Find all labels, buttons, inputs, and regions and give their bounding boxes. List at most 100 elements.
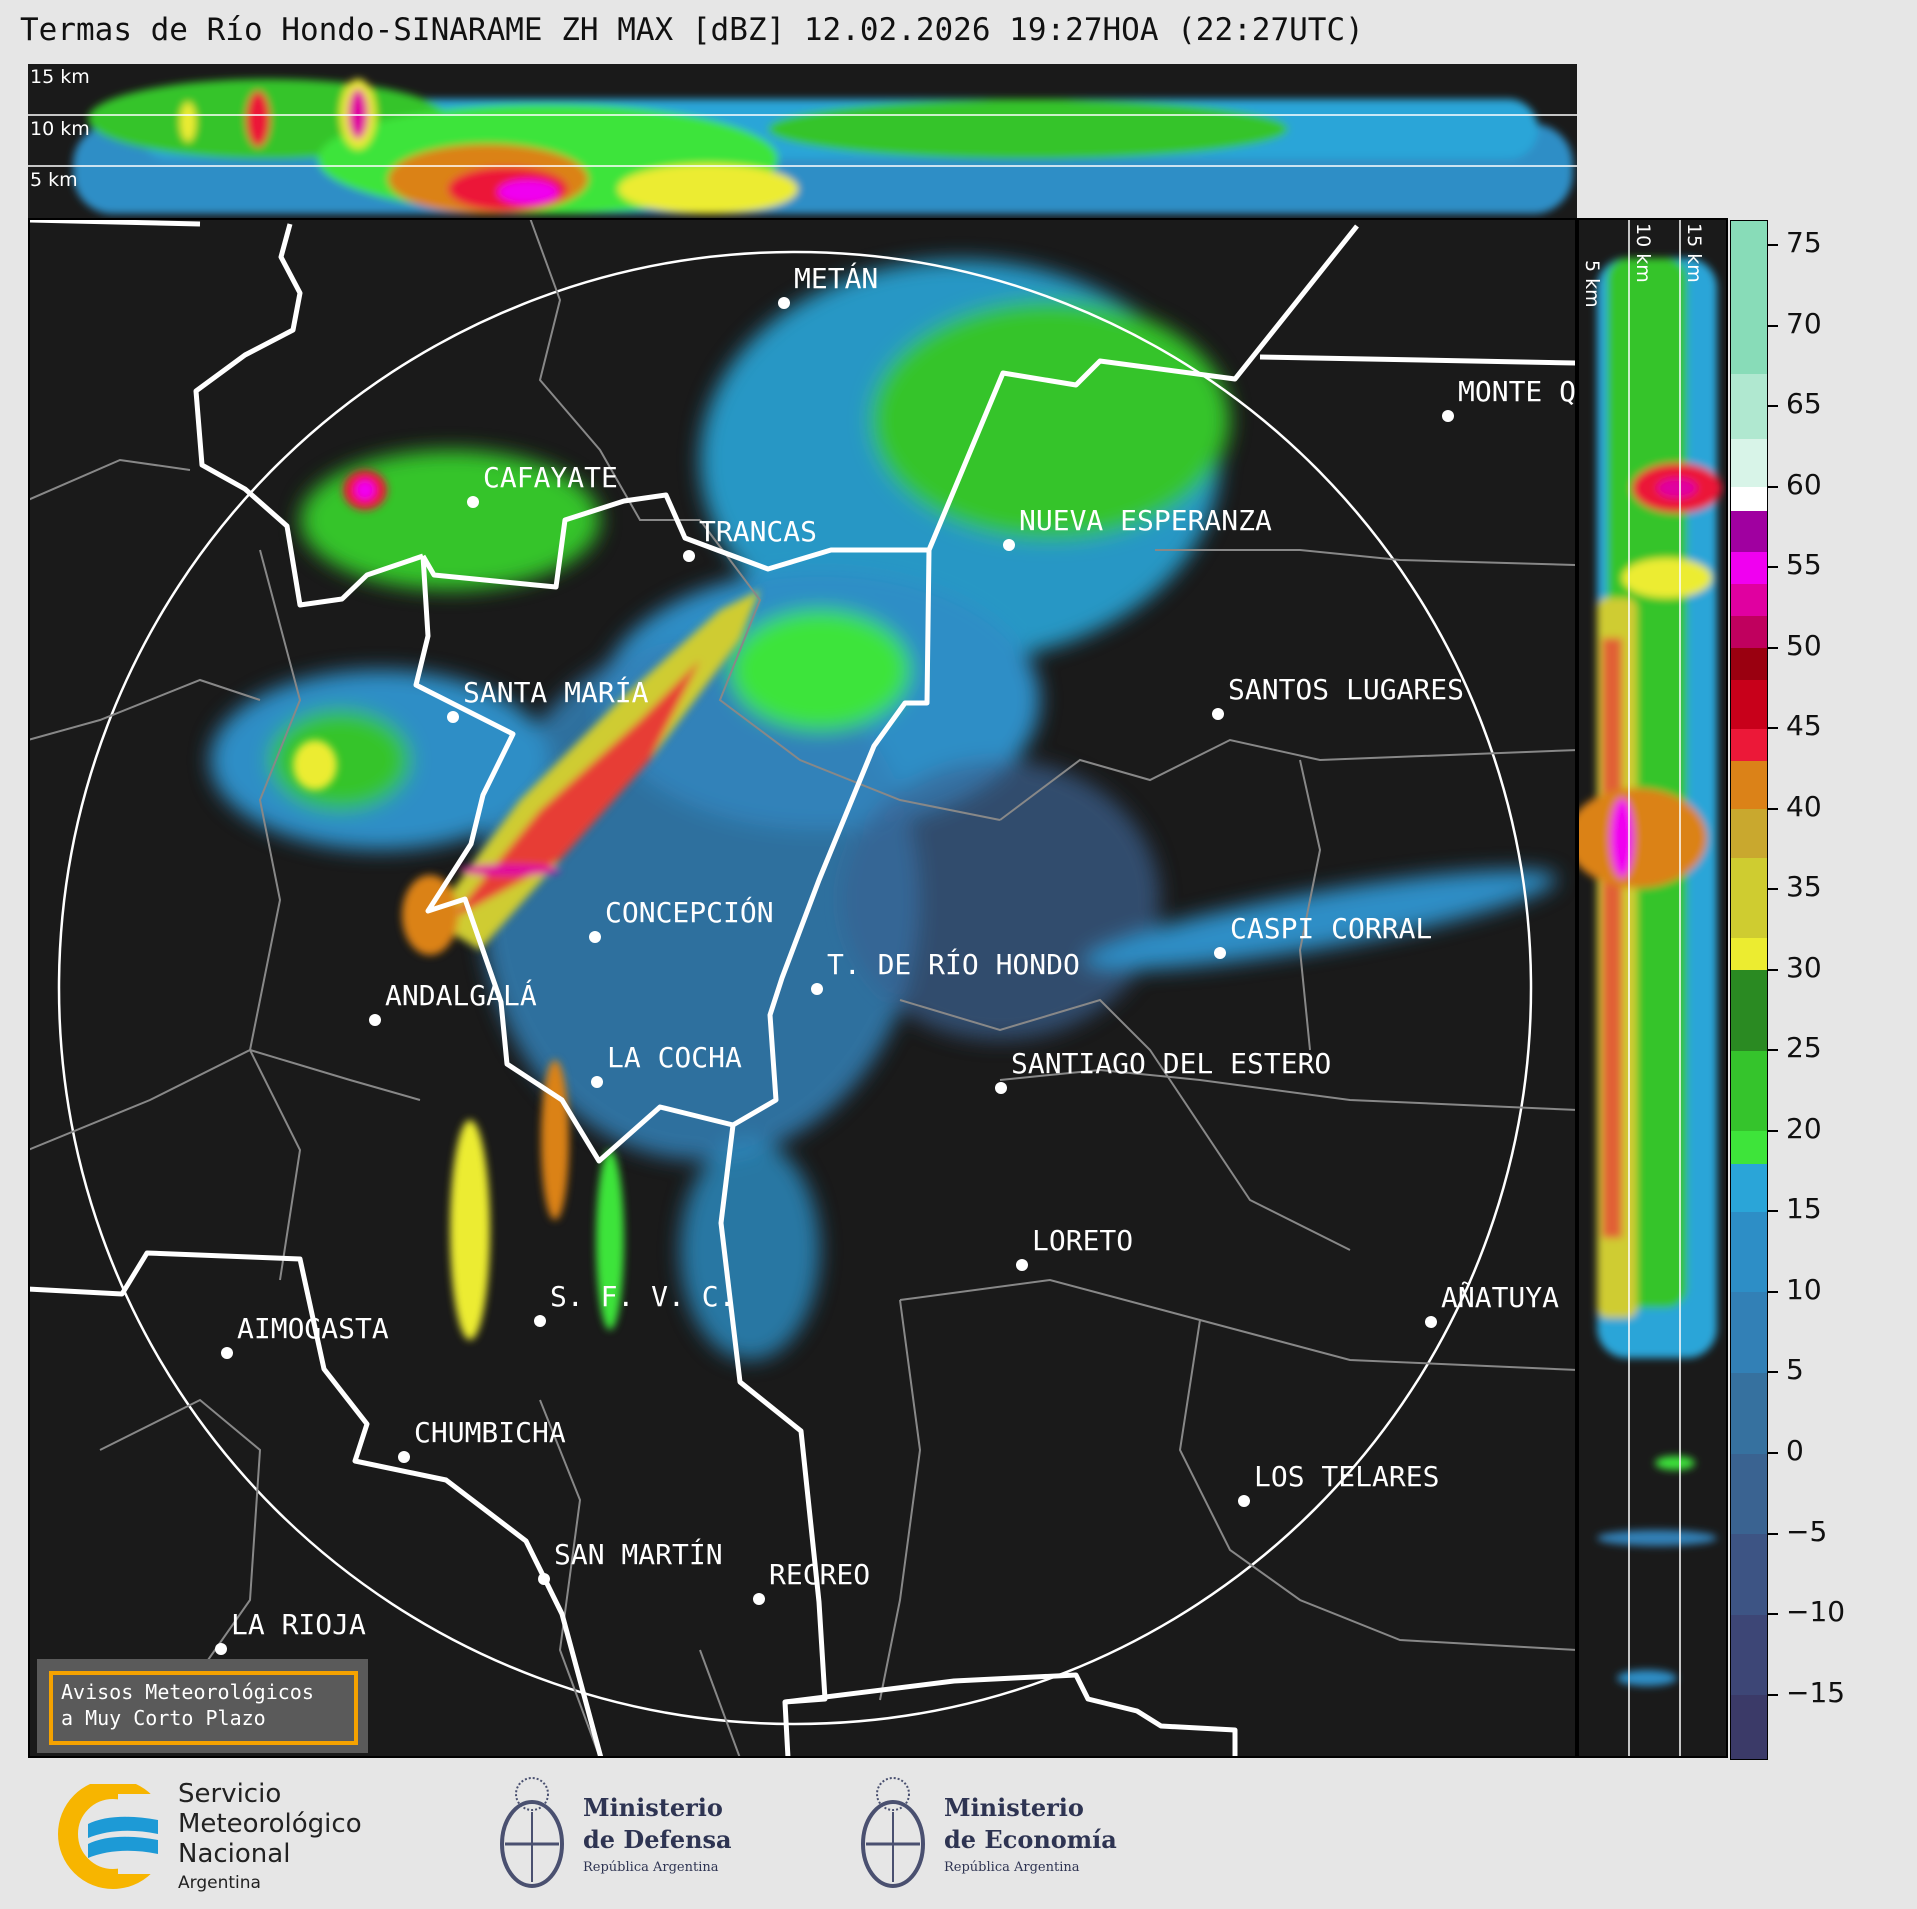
colorbar (1730, 220, 1768, 1760)
city-label: SANTOS LUGARES (1228, 673, 1465, 706)
colorbar-segment (1731, 486, 1767, 512)
colorbar-tick-label: −10 (1786, 1595, 1846, 1629)
warning-line-1: Avisos Meteorológicos (61, 1680, 314, 1704)
colorbar-segment (1731, 1211, 1767, 1293)
city-dot (591, 1076, 603, 1088)
colorbar-tick (1768, 1290, 1778, 1293)
colorbar-tick-label: 35 (1786, 870, 1822, 904)
colorbar-tick (1768, 1693, 1778, 1696)
radar-map[interactable]: METÁN CAFAYATE TRANCAS NUEVA ESPERANZA MONTE… (28, 218, 1577, 1758)
city-label: LA RIOJA (231, 1608, 366, 1641)
colorbar-tick-label: 20 (1786, 1111, 1822, 1145)
city-label: LOS TELARES (1254, 1460, 1440, 1493)
colorbar-tick (1768, 1532, 1778, 1535)
colorbar-segment (1731, 1533, 1767, 1615)
city-dot (215, 1643, 227, 1655)
city-label: S. F. V. C. (550, 1280, 736, 1313)
city-label: ANDALGALÁ (385, 979, 537, 1012)
colorbar-tick-label: 75 (1786, 226, 1822, 260)
city-label: SANTA MARÍA (463, 676, 649, 709)
defensa-line-1: Ministerio (583, 1793, 723, 1822)
city-dot (811, 983, 823, 995)
city-dot (369, 1014, 381, 1026)
colorbar-tick (1768, 1371, 1778, 1374)
city-label: CAFAYATE (483, 461, 618, 494)
city-dot (467, 496, 479, 508)
radar-range-ring (57, 250, 1533, 1726)
height-label-5km: 5 km (30, 169, 78, 191)
radar-echoes (210, 260, 1557, 1360)
radar-map-canvas (30, 220, 1575, 1756)
colorbar-segment (1731, 510, 1767, 552)
defensa-line-2: de Defensa (583, 1825, 732, 1854)
colorbar-tick-label: 70 (1786, 306, 1822, 340)
economia-line-2: de Economía (944, 1825, 1117, 1854)
top-cross-section-panel: 15 km 10 km 5 km (28, 64, 1577, 218)
colorbar-tick (1768, 1613, 1778, 1616)
city-label: CONCEPCIÓN (605, 896, 774, 929)
colorbar-tick-label: 30 (1786, 950, 1822, 984)
colorbar-tick-label: −5 (1786, 1514, 1828, 1548)
colorbar-tick (1768, 1210, 1778, 1213)
city-label: TRANCAS (699, 515, 818, 548)
smn-line-4: Argentina (178, 1873, 261, 1893)
top-cross-section-echoes (28, 79, 1577, 214)
national-shield-icon (500, 1777, 564, 1888)
city-dot (534, 1315, 546, 1327)
colorbar-tick-label: 25 (1786, 1031, 1822, 1065)
city-label: CASPI CORRAL (1230, 912, 1433, 945)
colorbar-segment (1731, 1614, 1767, 1696)
colorbar-tick (1768, 888, 1778, 891)
city-dot (778, 297, 790, 309)
colorbar-tick (1768, 1452, 1778, 1454)
city-label: CHUMBICHA (414, 1416, 566, 1449)
smn-line-1: Servicio (178, 1779, 282, 1809)
ministerio-economia-logo: Ministerio de Economía República Argenti… (856, 1772, 1117, 1897)
colorbar-tick (1768, 485, 1778, 488)
department-boundaries (30, 220, 1575, 1756)
convective-cores (293, 470, 760, 1340)
colorbar-segment (1731, 583, 1767, 617)
city-label: SAN MARTÍN (554, 1538, 723, 1571)
colorbar-segment (1731, 679, 1767, 729)
colorbar-segment (1731, 760, 1767, 810)
smn-line-3: Nacional (178, 1839, 291, 1869)
colorbar-segment (1731, 1163, 1767, 1212)
side-height-label-5km: 5 km (1581, 260, 1603, 308)
city-dot (683, 550, 695, 562)
city-dot (753, 1593, 765, 1605)
city-label: AIMOGASTA (237, 1312, 389, 1345)
city-label: NUEVA ESPERANZA (1019, 504, 1272, 537)
city-dot (398, 1451, 410, 1463)
colorbar-segment (1731, 438, 1767, 488)
warning-box-frame: Avisos Meteorológicos a Muy Corto Plazo (49, 1671, 358, 1745)
colorbar-segment (1731, 615, 1767, 649)
city-dot (1238, 1495, 1250, 1507)
city-label: LORETO (1032, 1224, 1134, 1257)
colorbar-segment (1731, 1291, 1767, 1373)
economia-line-3: República Argentina (944, 1860, 1080, 1875)
colorbar-tick-label: 55 (1786, 548, 1822, 582)
colorbar-segment (1731, 728, 1767, 761)
colorbar-segment (1731, 1453, 1767, 1535)
side-height-label-15km: 15 km (1683, 223, 1705, 283)
colorbar-tick-label: −15 (1786, 1675, 1846, 1709)
colorbar-tick-label: 5 (1786, 1353, 1804, 1387)
city-label: T. DE RÍO HONDO (827, 948, 1080, 981)
colorbar-tick-label: 50 (1786, 628, 1822, 662)
city-dot (1214, 947, 1226, 959)
defensa-line-3: República Argentina (583, 1860, 719, 1875)
city-dot (589, 931, 601, 943)
city-dot (1212, 708, 1224, 720)
colorbar-tick (1768, 244, 1778, 247)
colorbar-tick (1768, 566, 1778, 569)
smn-logo: Servicio Meteorológico Nacional Argentin… (58, 1780, 388, 1898)
side-cross-section-echoes (1579, 220, 1722, 1756)
province-boundaries (30, 220, 1575, 1756)
colorbar-segment (1731, 969, 1767, 1051)
warning-box[interactable]: Avisos Meteorológicos a Muy Corto Plazo (37, 1659, 368, 1753)
city-dot (447, 711, 459, 723)
height-label-10km: 10 km (30, 118, 90, 140)
colorbar-tick (1768, 727, 1778, 730)
city-dot (538, 1573, 550, 1585)
